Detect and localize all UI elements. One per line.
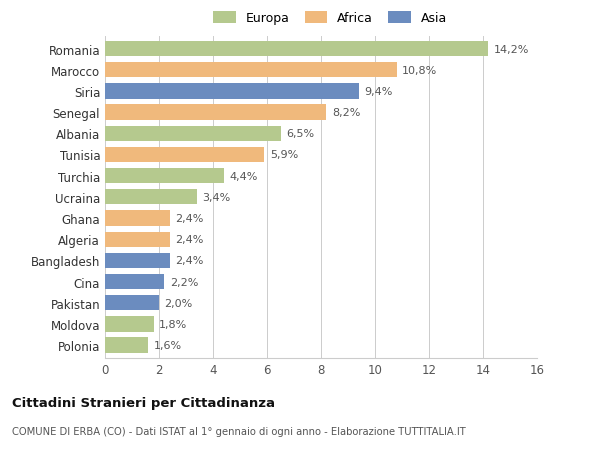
Text: 9,4%: 9,4% (364, 87, 392, 97)
Bar (105, 105, 326, 120)
Text: 2,4%: 2,4% (175, 213, 203, 224)
Text: Cittadini Stranieri per Cittadinanza: Cittadini Stranieri per Cittadinanza (12, 396, 275, 409)
Bar (105, 317, 154, 332)
Bar (105, 126, 281, 141)
Text: 1,8%: 1,8% (159, 319, 187, 329)
Bar (105, 84, 359, 99)
Bar (105, 147, 265, 162)
Text: 2,0%: 2,0% (164, 298, 193, 308)
Text: 2,4%: 2,4% (175, 256, 203, 266)
Text: 6,5%: 6,5% (286, 129, 314, 139)
Text: 2,4%: 2,4% (175, 235, 203, 245)
Bar (105, 338, 148, 353)
Text: COMUNE DI ERBA (CO) - Dati ISTAT al 1° gennaio di ogni anno - Elaborazione TUTTI: COMUNE DI ERBA (CO) - Dati ISTAT al 1° g… (12, 426, 466, 436)
Bar (105, 274, 164, 290)
Text: 3,4%: 3,4% (202, 192, 230, 202)
Text: 14,2%: 14,2% (494, 45, 529, 55)
Text: 8,2%: 8,2% (332, 108, 360, 118)
Text: 5,9%: 5,9% (270, 150, 298, 160)
Text: 2,2%: 2,2% (170, 277, 198, 287)
Bar (105, 211, 170, 226)
Bar (105, 232, 170, 247)
Bar (105, 168, 224, 184)
Bar (105, 190, 197, 205)
Text: 4,4%: 4,4% (229, 171, 257, 181)
Bar (105, 253, 170, 269)
Text: 1,6%: 1,6% (154, 340, 182, 350)
Text: 10,8%: 10,8% (402, 66, 437, 76)
Legend: Europa, Africa, Asia: Europa, Africa, Asia (209, 9, 451, 29)
Bar (105, 42, 488, 57)
Bar (105, 296, 159, 311)
Bar (105, 63, 397, 78)
